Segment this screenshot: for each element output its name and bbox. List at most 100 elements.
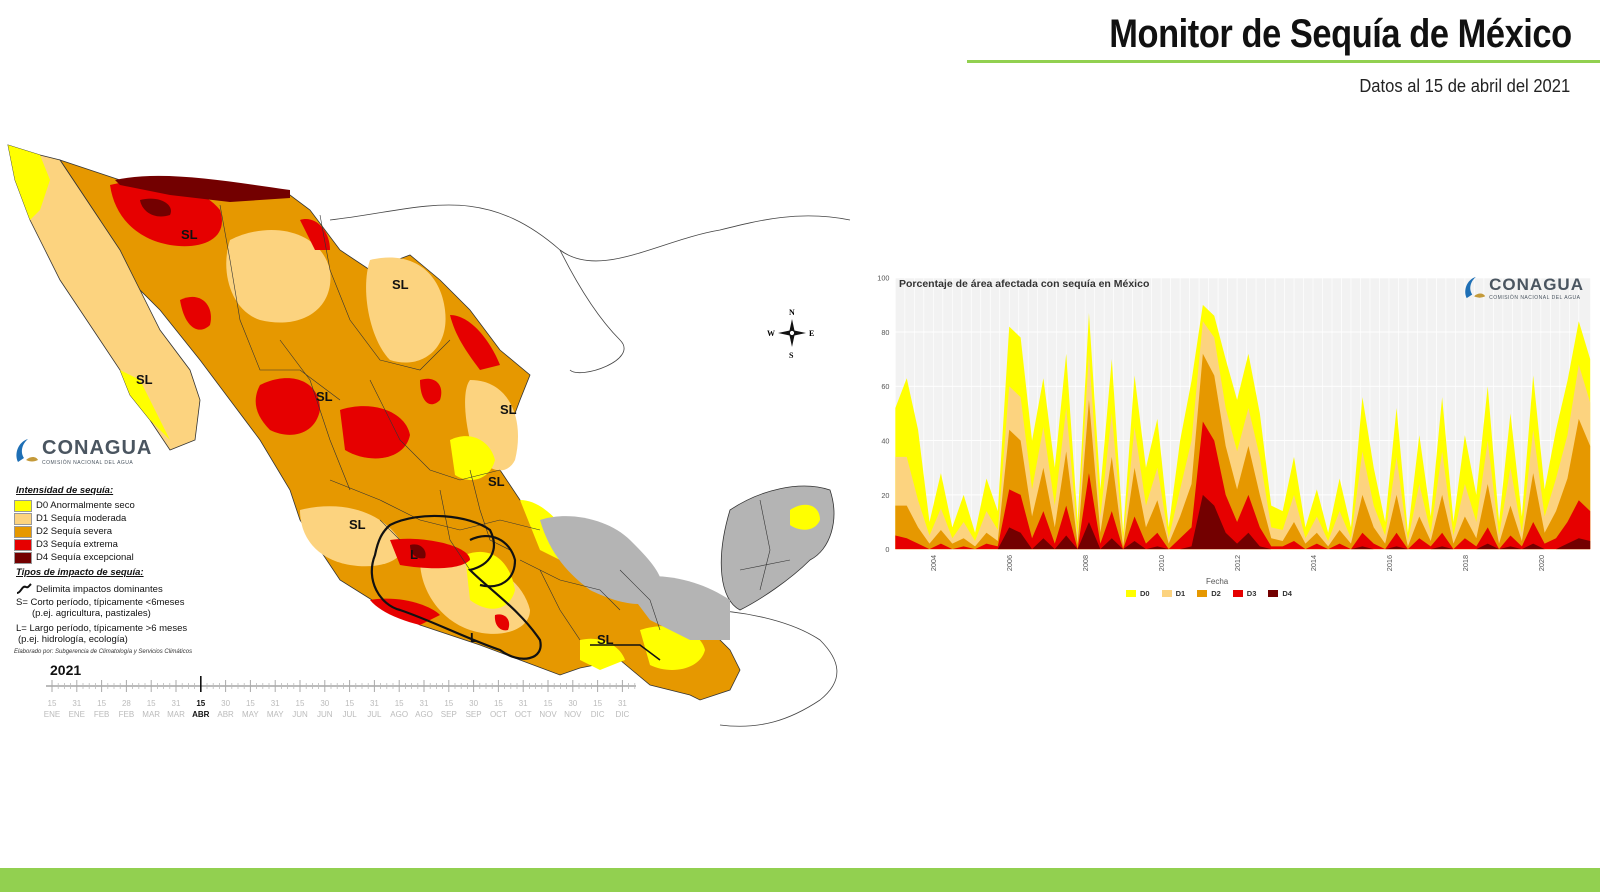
chart-y-tick-label: 20 [881,491,889,500]
timeline-month-label: OCT [490,710,507,719]
usa-coastline [329,204,851,262]
timeline-month-label: SEP [466,710,482,719]
d3-sonora-south [180,296,211,330]
legend-impact-line: Delimita impactos dominantes [16,581,254,597]
drought-chart: 0 20 40 60 80 100 2004 2006 2008 2010 2012 2014 2016… [868,266,1598,616]
chart-x-tick-label: 2012 [1233,555,1242,571]
series-area-d4 [895,494,1591,550]
d3-durango [255,378,320,435]
timeline-month-label: FEB [119,710,135,719]
impact-boundary-inner [469,535,517,588]
chart-legend-item-d0: D0 [1126,589,1150,598]
impact-line-label: Delimita impactos dominantes [36,583,163,595]
compass-w: W [767,329,775,338]
timeline-month-label: MAR [142,710,160,719]
chart-svg: 0 20 40 60 80 100 2004 2006 2008 2010 2012 2014 2016… [877,274,1591,571]
chart-x-tick-label: 2014 [1309,555,1318,571]
timeline-day-label: 28 [122,699,131,708]
timeline-month-label: MAY [267,710,284,719]
region-label: SL [136,372,153,387]
chart-y-tick-label: 80 [881,328,889,337]
timeline-month-label: DIC [616,710,630,719]
gulf-coast-usa [559,249,625,374]
chart-swatch-d1 [1161,590,1172,597]
timeline-day-label: 15 [296,699,305,708]
timeline-day-label: 30 [568,699,577,708]
timeline-month-label: AGO [390,710,408,719]
chart-x-tick-label: 2016 [1385,555,1394,571]
timeline-month-label: JUL [342,710,357,719]
legend-label: D4 Sequía excepcional [36,552,134,563]
no-drought-tabasco [620,576,730,640]
central-america-outline [699,609,838,727]
timeline-month-label: JUN [317,710,333,719]
logo-wordmark: CONAGUA [42,436,153,459]
logo-tagline: COMISIÓN NACIONAL DEL AGUA [42,459,134,466]
swatch-d2 [14,525,32,538]
d4-sonora [140,198,171,217]
compass-e: E [809,329,814,338]
logo-tagline: COMISIÓN NACIONAL DEL AGUA [1489,295,1581,301]
chart-legend-item-d3: D3 [1232,589,1257,598]
timeline-day-label: 15 [544,699,553,708]
legend-short-term: S= Corto período, típicamente <6meses [16,597,185,608]
region-label: SL [500,402,517,417]
d0-huasteca [450,436,495,480]
timeline-day-label: 15 [97,699,106,708]
timeline: 2021 15 ENE 31 ENE 15 FEB 28 FEB 15 MAR 31 MAR 15 ABR… [40,662,640,742]
chart-y-tick-label: 60 [881,382,889,391]
legend-short-term-eg: (p.ej. agricultura, pastizales) [32,608,151,619]
timeline-day-label: 15 [147,699,156,708]
chart-x-tick-label: 2004 [929,555,938,571]
d4-jalisco [410,544,426,559]
chart-conagua-logo: CONAGUA COMISIÓN NACIONAL DEL AGUA [1463,274,1584,302]
timeline-day-label: 15 [395,699,404,708]
legend-credit: Elaborado por: Subgerencia de Climatolog… [14,649,193,655]
region-label: SL [597,632,614,647]
chart-legend-label: D3 [1246,589,1257,598]
chart-legend-item-d1: D1 [1161,589,1186,598]
timeline-day-label: 15 [593,699,602,708]
legend-item-d0: D0 Anormalmente seco [14,499,254,512]
legend-label: D2 Sequía severa [36,526,113,537]
legend-long-term-eg: (p.ej. hidrología, ecología) [18,634,128,645]
state-borders [219,204,791,641]
chart-legend-label: D1 [1175,589,1186,598]
region-label: SL [181,227,198,242]
timeline-day-label: 31 [370,699,379,708]
timeline-month-label: ENE [69,710,85,719]
chart-swatch-d2 [1197,590,1208,597]
logo-wordmark: CONAGUA [1489,275,1584,294]
chart-y-tick-label: 0 [885,545,889,554]
timeline-month-label: ABR [192,710,210,719]
compass-n: N [789,308,795,317]
timeline-day-label: 31 [420,699,429,708]
chart-x-tick-label: 2018 [1461,555,1470,571]
timeline-month-label: OCT [515,710,532,719]
timeline-month-label: SEP [441,710,457,719]
compass-rose-icon: N S E W [767,308,814,360]
timeline-month-label: ENE [44,710,60,719]
timeline-month-label: MAY [242,710,259,719]
legend-impact-title: Tipos de impacto de sequía: [16,567,144,578]
baja-california [7,144,201,451]
region-label: L [470,630,478,645]
chart-legend: D0 D1 D2 D3 D4 [1126,589,1304,598]
timeline-day-label: 15 [444,699,453,708]
timeline-month-label: JUL [367,710,382,719]
impact-line-icon [16,583,32,594]
legend-label: D0 Anormalmente seco [36,500,135,511]
timeline-day-label: 15 [345,699,354,708]
d3-chihuahua-ne [300,219,330,250]
timeline-day-label: 31 [172,699,181,708]
legend-label: D3 Sequía extrema [36,539,118,550]
chart-legend-label: D4 [1282,589,1292,598]
d0-yucatan [790,504,820,530]
swatch-d1 [14,512,32,525]
region-label: SL [488,474,505,489]
d3-tamaulipas [450,315,500,370]
legend-long-term: L= Largo período, típicamente >6 meses [16,623,188,634]
chart-x-axis-label: Fecha [1206,577,1229,586]
region-label: SL [349,517,366,532]
timeline-day-label: 30 [469,699,478,708]
